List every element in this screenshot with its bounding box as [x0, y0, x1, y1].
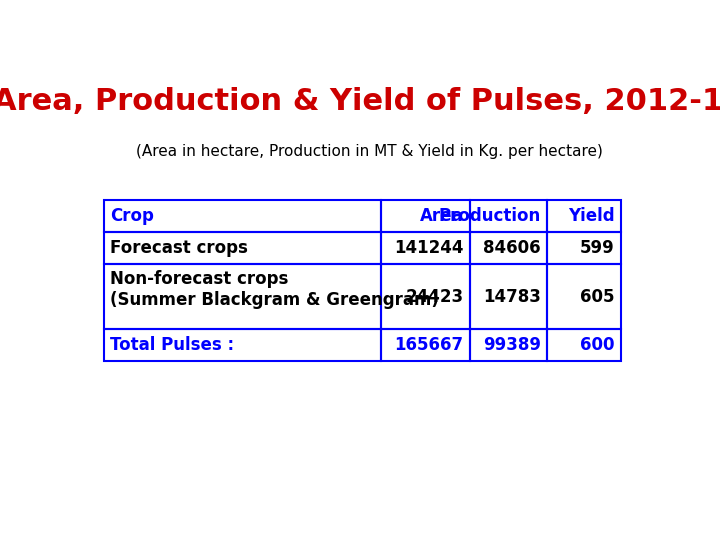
- Bar: [381, 264, 469, 329]
- Text: 99389: 99389: [483, 336, 541, 354]
- Text: 605: 605: [580, 288, 615, 306]
- Bar: [547, 264, 621, 329]
- Bar: [469, 329, 547, 361]
- Text: Crop: Crop: [110, 207, 154, 225]
- Bar: [381, 200, 469, 232]
- Text: 141244: 141244: [394, 239, 464, 257]
- Text: Area: Area: [420, 207, 464, 225]
- Text: Yield: Yield: [568, 207, 615, 225]
- Bar: [547, 329, 621, 361]
- Text: 599: 599: [580, 239, 615, 257]
- Text: 24423: 24423: [405, 288, 464, 306]
- Bar: [547, 200, 621, 232]
- Bar: [104, 200, 381, 232]
- Bar: [104, 329, 381, 361]
- Bar: [104, 264, 381, 329]
- Text: 14783: 14783: [483, 288, 541, 306]
- Bar: [104, 232, 381, 264]
- Bar: [469, 200, 547, 232]
- Text: Area, Production & Yield of Pulses, 2012-13: Area, Production & Yield of Pulses, 2012…: [0, 87, 720, 116]
- Text: (Area in hectare, Production in MT & Yield in Kg. per hectare): (Area in hectare, Production in MT & Yie…: [135, 144, 603, 159]
- Text: 165667: 165667: [395, 336, 464, 354]
- Text: Production: Production: [438, 207, 541, 225]
- Text: Non-forecast crops
(Summer Blackgram & Greengram): Non-forecast crops (Summer Blackgram & G…: [110, 271, 439, 309]
- Bar: [469, 264, 547, 329]
- Text: 84606: 84606: [483, 239, 541, 257]
- Bar: [381, 232, 469, 264]
- Bar: [469, 232, 547, 264]
- Bar: [381, 329, 469, 361]
- Bar: [547, 232, 621, 264]
- Text: 600: 600: [580, 336, 615, 354]
- Text: Forecast crops: Forecast crops: [110, 239, 248, 257]
- Text: Total Pulses :: Total Pulses :: [110, 336, 234, 354]
